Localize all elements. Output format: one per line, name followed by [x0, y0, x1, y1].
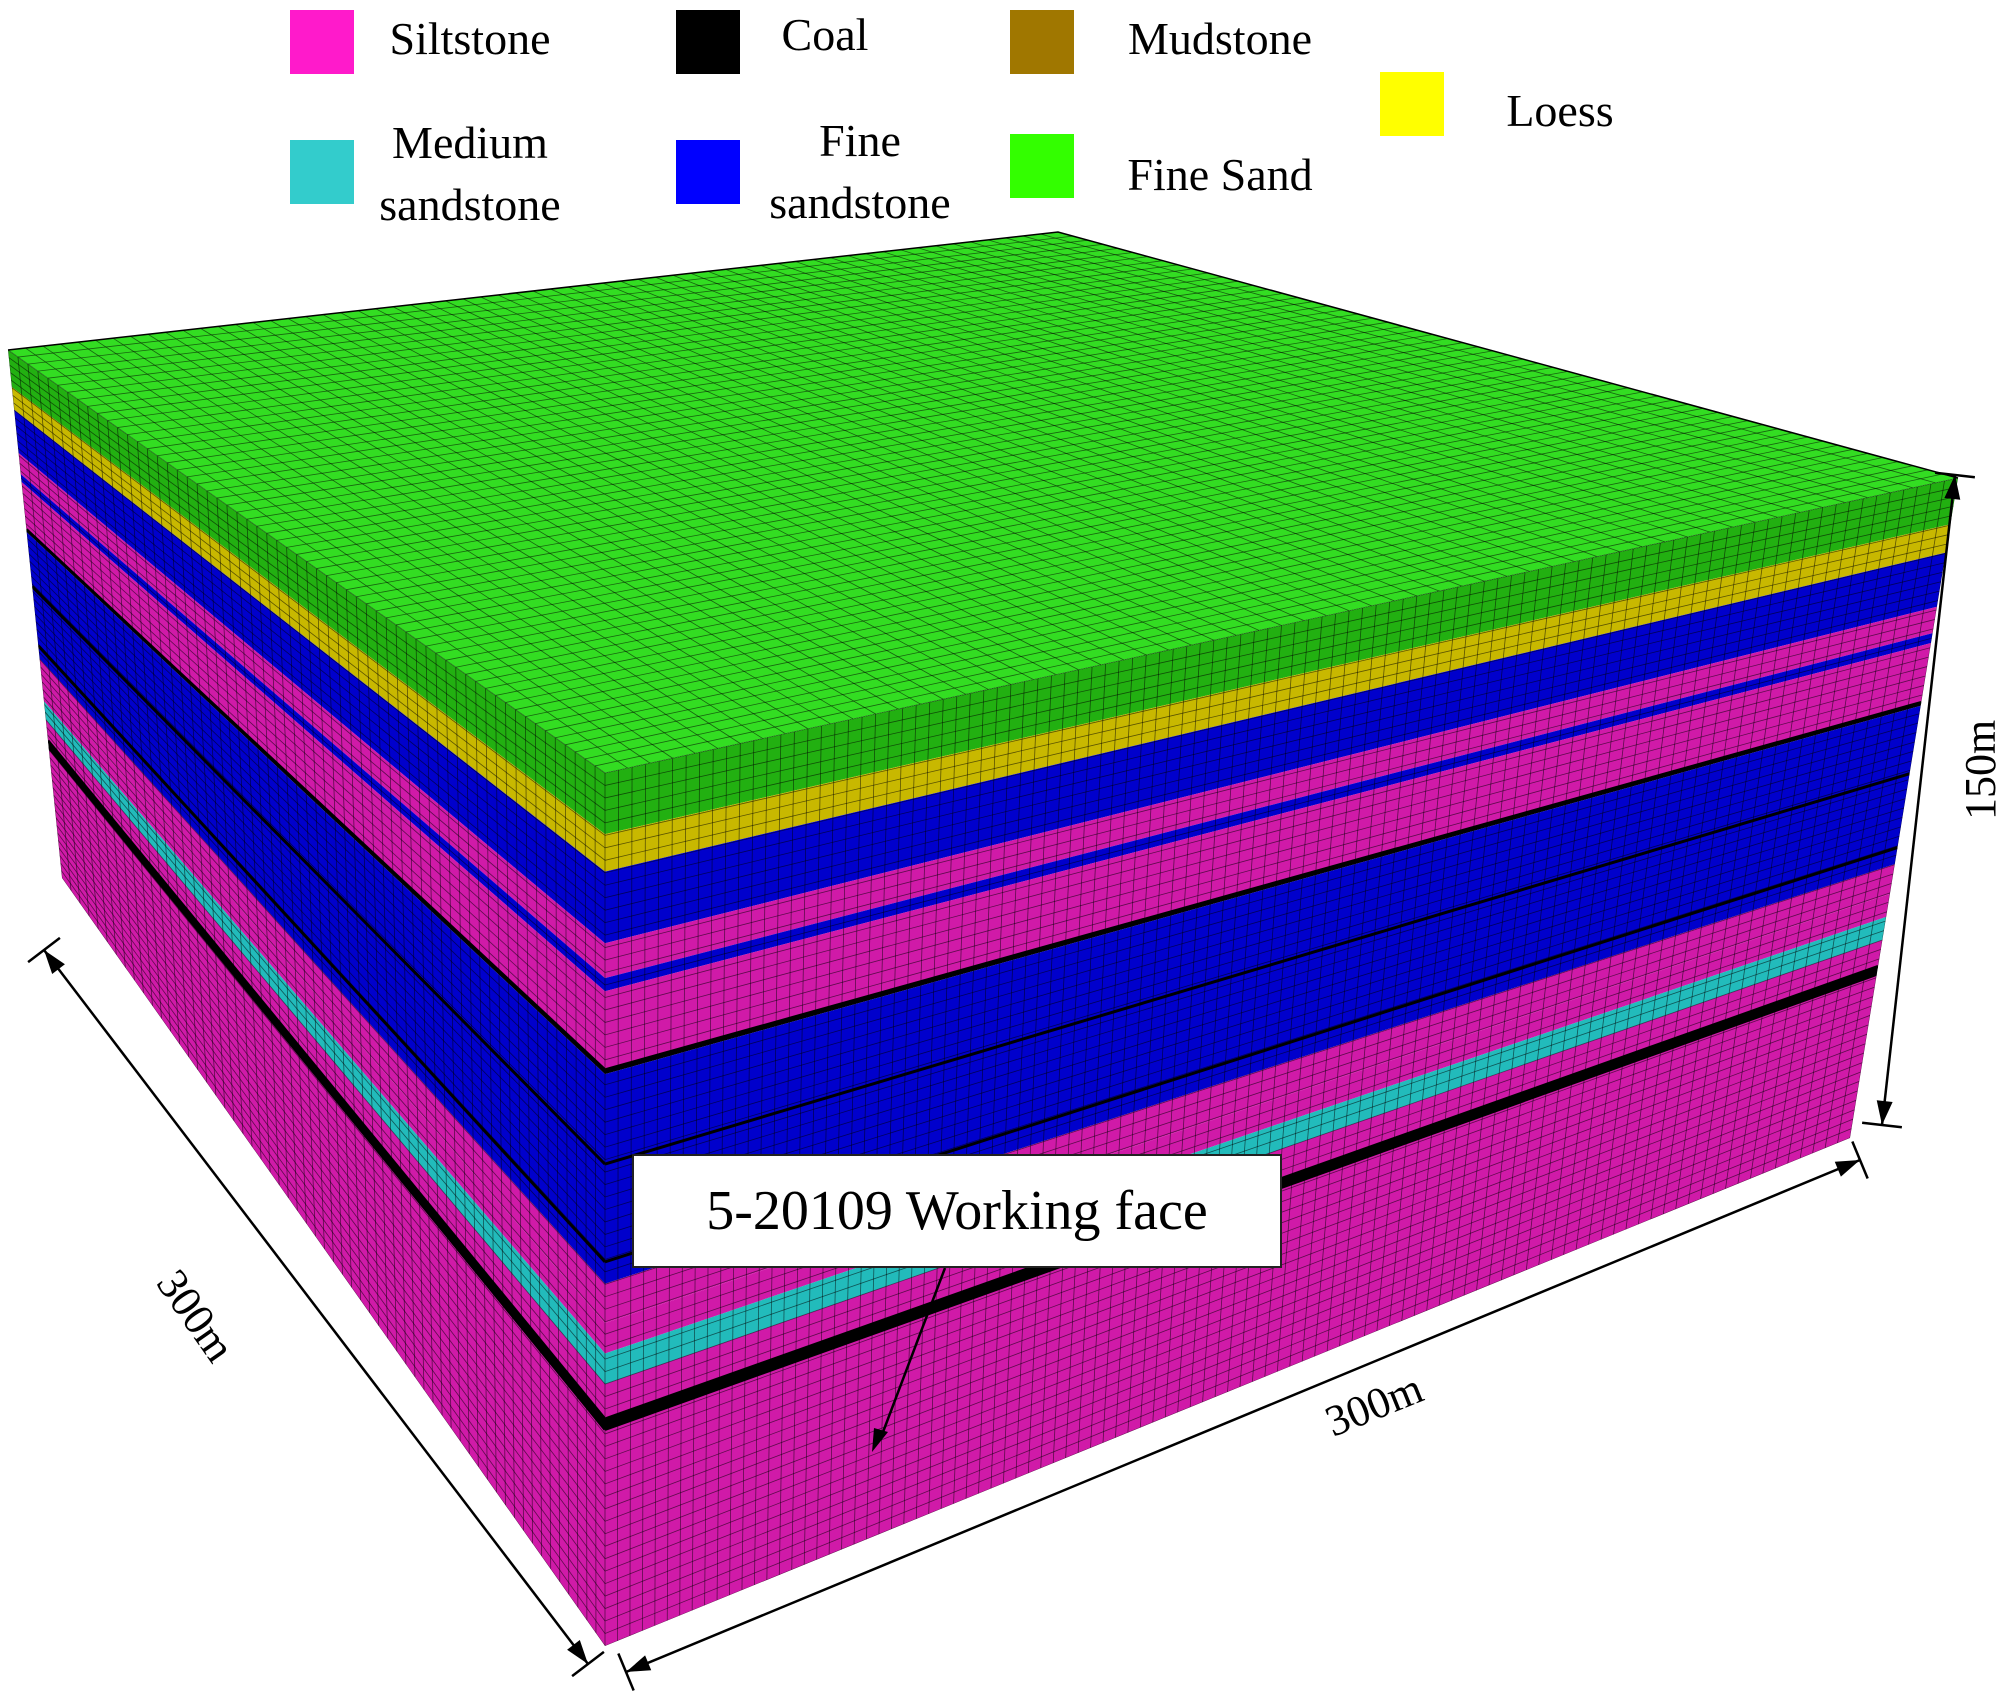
legend-swatch [676, 140, 740, 204]
stratum-band [605, 643, 1931, 1070]
legend: Siltstone Coal Mudstone Loess Medium sandston… [0, 0, 2008, 240]
legend-label: Fine sandstone [769, 115, 951, 228]
legend-swatch [1380, 72, 1444, 136]
dimension-lines [7, 231, 1976, 1691]
stratum-band [605, 524, 1951, 872]
stratum-band [605, 606, 1937, 979]
stratum-band [8, 350, 605, 835]
stratum-band [605, 552, 1946, 944]
stratum-band [605, 705, 1921, 1284]
working-face-label: 5-20109 Working face [706, 1180, 1208, 1242]
stratum-band [21, 482, 605, 1070]
stratum-band [605, 478, 1958, 835]
legend-swatch [290, 10, 354, 74]
dimension-height-label: 150m [1956, 719, 2005, 820]
legend-label: Coal [781, 9, 869, 60]
stratum-band [605, 974, 1877, 1646]
left-face [8, 350, 605, 1646]
working-face-callout: 5-20109 Working face [632, 1154, 1282, 1268]
legend-label: Loess [1506, 85, 1614, 136]
stratum-band [45, 719, 605, 1420]
legend-swatch [1010, 134, 1074, 198]
legend-swatch [290, 140, 354, 204]
legend-swatch [676, 10, 740, 74]
legend-label: Medium sandstone [379, 117, 561, 230]
legend-label: Mudstone [1128, 13, 1312, 64]
legend-swatch [1010, 10, 1074, 74]
stratum-band [14, 409, 605, 944]
legend-label: Fine Sand [1127, 149, 1313, 200]
right-face [605, 478, 1958, 1646]
legend-label: Siltstone [389, 13, 551, 64]
